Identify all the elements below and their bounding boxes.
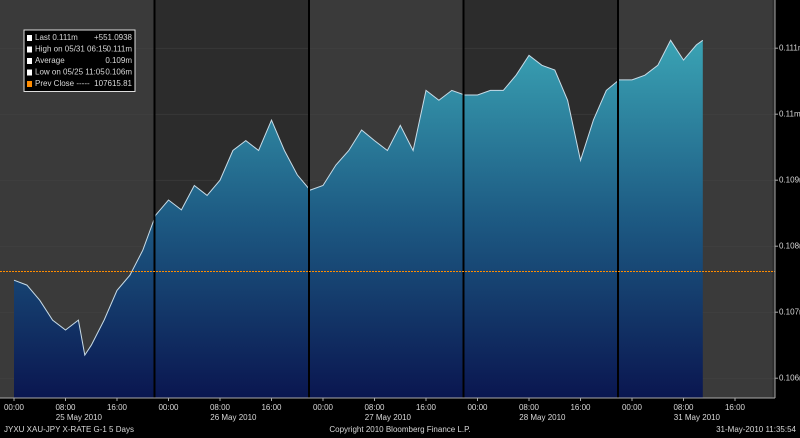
y-tick-label: 0.108m <box>779 241 800 250</box>
info-label: Low on 05/25 11:05 <box>35 68 105 77</box>
info-icon <box>27 81 32 87</box>
info-value: 107615.81 <box>94 79 132 88</box>
info-label: Average <box>35 56 65 65</box>
tail-band <box>772 0 775 398</box>
day-label: 25 May 2010 <box>56 413 103 422</box>
x-tick-label: 16:00 <box>261 403 282 412</box>
y-tick-label: 0.106m <box>779 373 800 382</box>
y-tick-label: 0.109m <box>779 175 800 184</box>
info-icon <box>27 69 32 76</box>
x-tick-label: 16:00 <box>107 403 128 412</box>
x-tick-label: 08:00 <box>210 403 231 412</box>
day-label: 27 May 2010 <box>365 413 412 422</box>
x-tick-label: 08:00 <box>673 403 694 412</box>
day-label: 28 May 2010 <box>519 413 566 422</box>
area <box>14 40 703 399</box>
footer-center: Copyright 2010 Bloomberg Finance L.P. <box>329 425 470 434</box>
y-tick-label: 0.11m <box>779 109 800 118</box>
x-tick-label: 16:00 <box>416 403 437 412</box>
x-tick-label: 00:00 <box>4 403 25 412</box>
x-tick-label: 16:00 <box>725 403 746 412</box>
price-line <box>13 39 704 357</box>
info-value: 0.106m <box>105 68 132 77</box>
footer-left: JYXU XAU-JPY X-RATE G-1 5 Days <box>4 425 134 434</box>
info-value: +551.0938 <box>94 33 133 42</box>
x-tick-label: 08:00 <box>364 403 385 412</box>
axes: 0.106m 0.107m 0.108m 0.109m 0.11m 0.111m 00:00… <box>0 0 800 422</box>
x-tick-label: 00:00 <box>158 403 179 412</box>
info-box-frame <box>23 29 136 92</box>
day-label: 31 May 2010 <box>674 413 721 422</box>
y-tick-label: 0.111m <box>779 43 800 52</box>
day-label: 26 May 2010 <box>210 413 257 422</box>
info-label: Last 0.111m <box>35 33 78 42</box>
footer-right: 31-May-2010 11:35:54 <box>716 425 796 434</box>
x-tick-label: 16:00 <box>570 403 591 412</box>
info-icon <box>27 46 32 53</box>
info-label: High on 05/31 06:15 <box>35 45 108 54</box>
info-value: 0.111m <box>107 45 133 54</box>
info-label: Prev Close ----- <box>35 79 90 88</box>
info-icon <box>27 58 32 64</box>
info-value: 0.109m <box>105 56 132 65</box>
info-icon <box>27 35 32 41</box>
y-tick-label: 0.107m <box>779 307 800 316</box>
x-tick-label: 00:00 <box>467 403 488 412</box>
x-tick-label: 00:00 <box>622 403 643 412</box>
plot <box>0 39 775 399</box>
x-tick-label: 08:00 <box>519 403 540 412</box>
x-tick-label: 08:00 <box>55 403 76 412</box>
x-tick-label: 00:00 <box>313 403 334 412</box>
